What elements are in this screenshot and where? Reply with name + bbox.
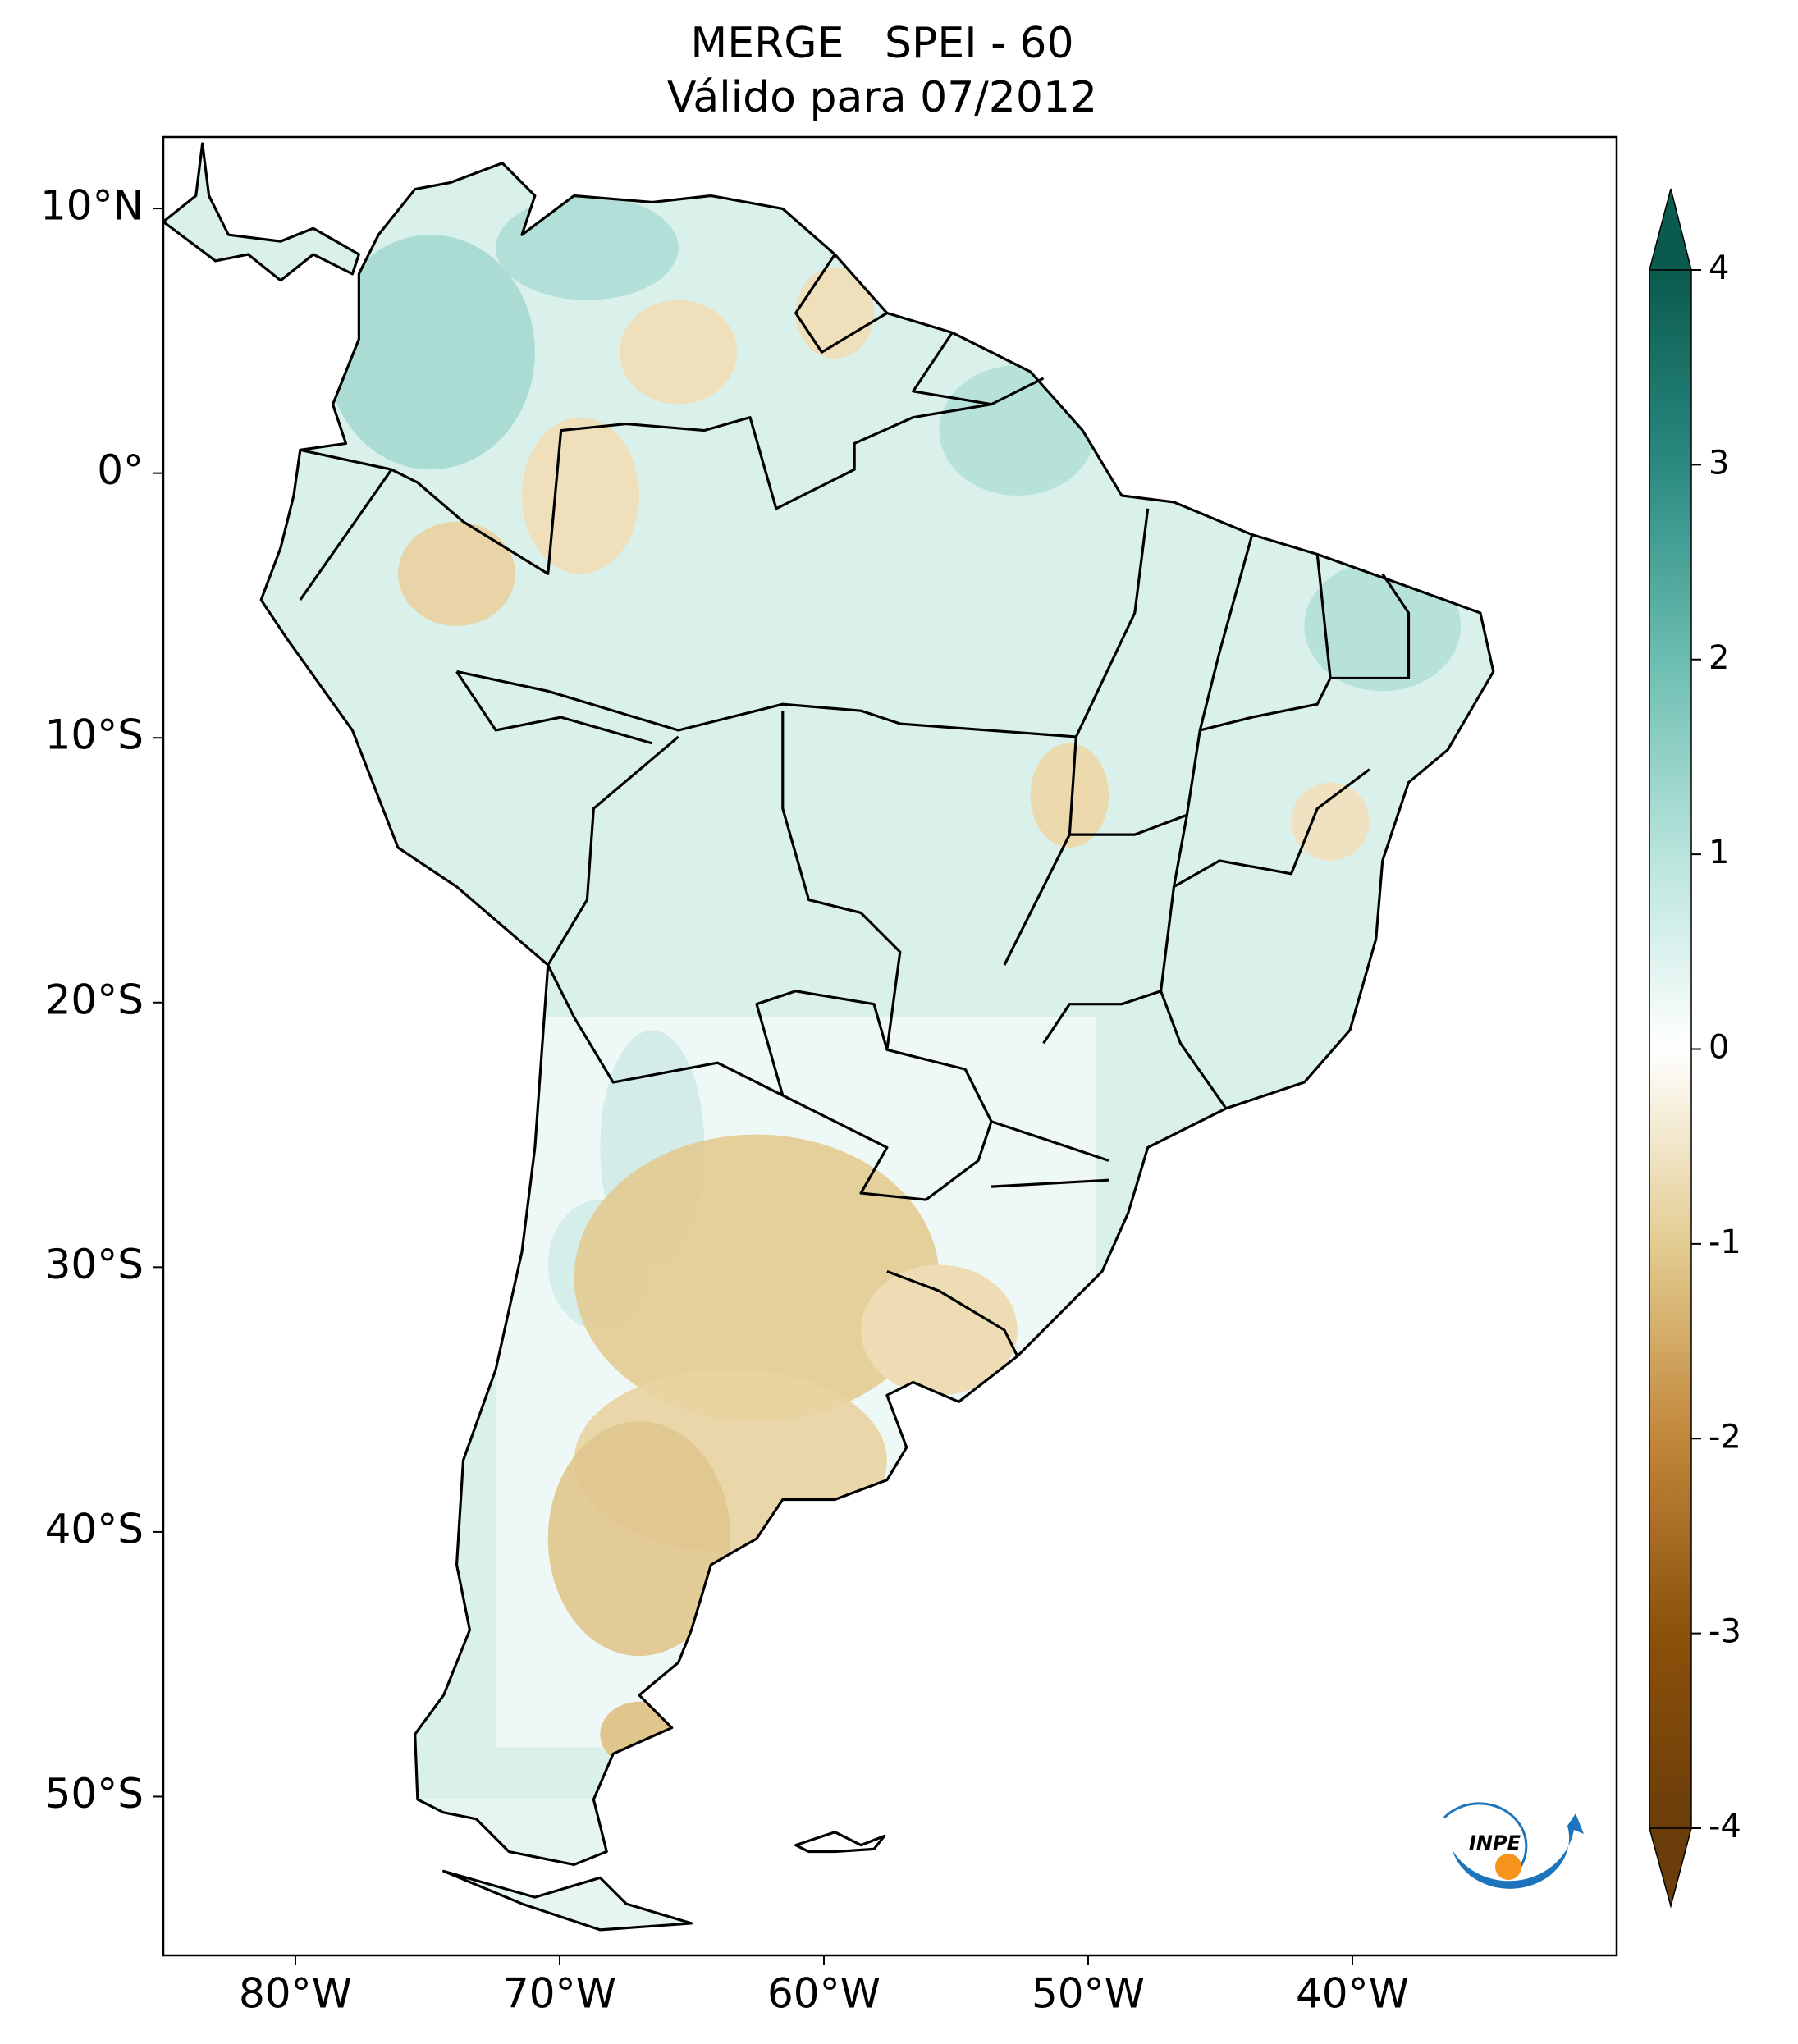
axes: 80°W 70°W 60°W 50°W 40°W 10°N 0° 10°S 20°S 30°S 40… [40,182,1409,2018]
logo-text: INPE [1469,1831,1521,1854]
y-tick-label: 30°S [45,1241,144,1288]
colorbar-ticks: -4 -3 -2 -1 0 1 2 3 4 [1691,249,1741,1845]
colorbar-tick-label: 4 [1709,249,1729,287]
colorbar-tick-label: 3 [1709,444,1729,482]
map-frame [162,135,1618,1957]
y-tick-label: 20°S [45,976,144,1023]
y-tick-label: 10°S [45,711,144,759]
y-tick-label: 0° [97,446,144,494]
x-tick-label: 50°W [1032,1970,1145,2018]
colorbar-tick-label: 2 [1709,639,1729,677]
colorbar-tick-label: -2 [1709,1418,1741,1456]
colorbar-tick-label: -1 [1709,1223,1741,1261]
colorbar [1649,269,1692,1829]
logo: INPE [1443,1802,1584,1889]
logo-sun [1495,1854,1521,1880]
colorbar-tick-label: -4 [1709,1808,1741,1845]
logo-arrow [1453,1813,1584,1889]
colorbar-tick-label: 0 [1709,1029,1729,1067]
colorbar-tick-label: 1 [1709,834,1729,871]
y-tick-label: 40°S [45,1505,144,1552]
title-line: Válido para 07/2012 [667,73,1097,122]
x-tick-label: 40°W [1296,1970,1409,2018]
y-tick-label: 50°S [45,1770,144,1818]
borders [162,142,1495,1932]
x-tick-label: 60°W [767,1970,881,2018]
title-line: MERGE SPEI - 60 [690,19,1073,68]
logo-orbit [1443,1802,1528,1877]
x-tick-label: 80°W [239,1970,352,2018]
y-tick-label: 10°N [40,182,144,230]
colorbar-tick-label: -3 [1709,1613,1741,1651]
x-tick-label: 70°W [503,1970,616,2018]
